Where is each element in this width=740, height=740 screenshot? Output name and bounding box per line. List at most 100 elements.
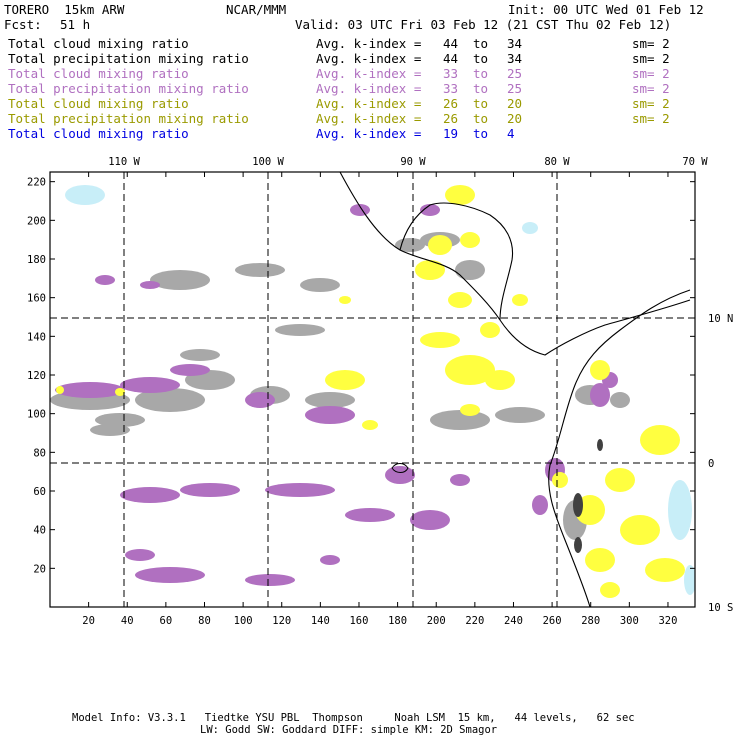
yellow-cloud-area	[512, 294, 528, 306]
purple-cloud-area	[125, 549, 155, 561]
yellow-cloud-area	[420, 332, 460, 348]
purple-cloud-area	[180, 483, 240, 497]
yellow-cloud-area	[460, 232, 480, 248]
yellow-cloud-area	[590, 360, 610, 380]
gray-cloud-area	[300, 278, 340, 292]
purple-cloud-area	[450, 474, 470, 486]
x-tick-label: 240	[504, 615, 523, 627]
legend-row-2-to-word: to	[473, 51, 489, 66]
yellow-cloud-area	[480, 322, 500, 338]
latitude-label: 10 S	[708, 602, 733, 614]
gray-cloud-area	[180, 349, 220, 361]
purple-cloud-area	[55, 382, 125, 398]
x-tick-label: 20	[82, 615, 95, 627]
gray-cloud-area	[455, 260, 485, 280]
coastline	[339, 172, 691, 356]
legend-row-2-avg-label: Avg. k-index =	[316, 51, 422, 66]
model-title: TORERO 15km ARW	[4, 2, 125, 17]
yellow-cloud-area	[585, 548, 615, 572]
legend-row-4-from: 33	[443, 81, 459, 96]
y-tick-label: 60	[33, 486, 46, 498]
legend-row-5-to: 20	[507, 96, 523, 111]
x-tick-label: 120	[272, 615, 291, 627]
legend-row-3-from: 33	[443, 66, 459, 81]
purple-cloud-area	[410, 510, 450, 530]
purple-cloud-area	[170, 364, 210, 376]
x-tick-label: 280	[581, 615, 600, 627]
x-tick-label: 320	[658, 615, 677, 627]
yellow-cloud-area	[115, 388, 125, 396]
purple-cloud-area	[120, 377, 180, 393]
yellow-cloud-area	[339, 296, 351, 304]
cyan-cloud-area	[668, 480, 692, 540]
gray-cloud-area	[275, 324, 325, 336]
x-tick-label: 200	[427, 615, 446, 627]
x-tick-label: 260	[543, 615, 562, 627]
longitude-label: 110 W	[108, 156, 140, 168]
legend-row-7-avg-label: Avg. k-index =	[316, 126, 422, 141]
x-tick-label: 300	[620, 615, 639, 627]
gray-cloud-area	[495, 407, 545, 423]
x-tick-label: 220	[465, 615, 484, 627]
purple-cloud-area	[420, 204, 440, 216]
legend-row-5-field: Total cloud mixing ratio	[8, 96, 189, 111]
purple-cloud-area	[95, 275, 115, 285]
x-tick-label: 40	[121, 615, 134, 627]
gray-cloud-area	[305, 392, 355, 408]
legend-row-6-to: 20	[507, 111, 523, 126]
yellow-cloud-area	[362, 420, 378, 430]
purple-cloud-area	[120, 487, 180, 503]
yellow-cloud-area	[600, 582, 620, 598]
x-tick-label: 60	[160, 615, 173, 627]
y-tick-label: 180	[27, 254, 46, 266]
legend-row-6-from: 26	[443, 111, 459, 126]
x-tick-label: 180	[388, 615, 407, 627]
x-tick-label: 160	[349, 615, 368, 627]
field-blobs	[50, 185, 695, 598]
y-tick-label: 200	[27, 215, 46, 227]
coastline	[548, 289, 691, 607]
legend-row-1-to-word: to	[473, 36, 489, 51]
latitude-label: 0	[708, 458, 714, 470]
purple-cloud-area	[135, 567, 205, 583]
yellow-cloud-area	[460, 404, 480, 416]
longitude-label: 90 W	[400, 156, 426, 168]
legend-row-3-avg-label: Avg. k-index =	[316, 66, 422, 81]
legend-row-4-to: 25	[507, 81, 523, 96]
legend-row-3-field: Total cloud mixing ratio	[8, 66, 189, 81]
yellow-cloud-area	[485, 370, 515, 390]
gray-cloud-area	[150, 270, 210, 290]
purple-cloud-area	[140, 281, 160, 289]
legend-row-7-to-word: to	[473, 126, 489, 141]
organization-label: NCAR/MMM	[226, 2, 287, 17]
gray-cloud-area	[430, 410, 490, 430]
purple-cloud-area	[305, 406, 355, 424]
legend-row-5-to-word: to	[473, 96, 489, 111]
legend-row-1-to: 34	[507, 36, 523, 51]
y-tick-label: 20	[33, 563, 46, 575]
purple-cloud-area	[532, 495, 548, 515]
legend-row-6-sm: sm= 2	[632, 111, 670, 126]
purple-cloud-area	[590, 383, 610, 407]
purple-cloud-area	[320, 555, 340, 565]
gray-cloud-area	[610, 392, 630, 408]
y-tick-label: 40	[33, 525, 46, 537]
yellow-cloud-area	[445, 185, 475, 205]
model-info-line-1: Model Info: V3.3.1 Tiedtke YSU PBL Thomp…	[72, 712, 635, 724]
legend-row-7-to: 4	[507, 126, 515, 141]
forecast-hours: 51 h	[60, 17, 91, 32]
dark-cloud-core	[574, 537, 582, 553]
valid-time: Valid: 03 UTC Fri 03 Feb 12 (21 CST Thu …	[295, 17, 672, 32]
legend-row-4-avg-label: Avg. k-index =	[316, 81, 422, 96]
yellow-cloud-area	[640, 425, 680, 455]
y-tick-label: 220	[27, 177, 46, 189]
legend-row-5-avg-label: Avg. k-index =	[316, 96, 422, 111]
yellow-cloud-area	[56, 386, 64, 394]
legend-row-6-to-word: to	[473, 111, 489, 126]
model-info-line-2: LW: Godd SW: Goddard DIFF: simple KM: 2D…	[200, 724, 498, 736]
legend-row-3-to: 25	[507, 66, 523, 81]
y-tick-label: 120	[27, 370, 46, 382]
legend-row-3-to-word: to	[473, 66, 489, 81]
legend-row-1-field: Total cloud mixing ratio	[8, 36, 189, 51]
